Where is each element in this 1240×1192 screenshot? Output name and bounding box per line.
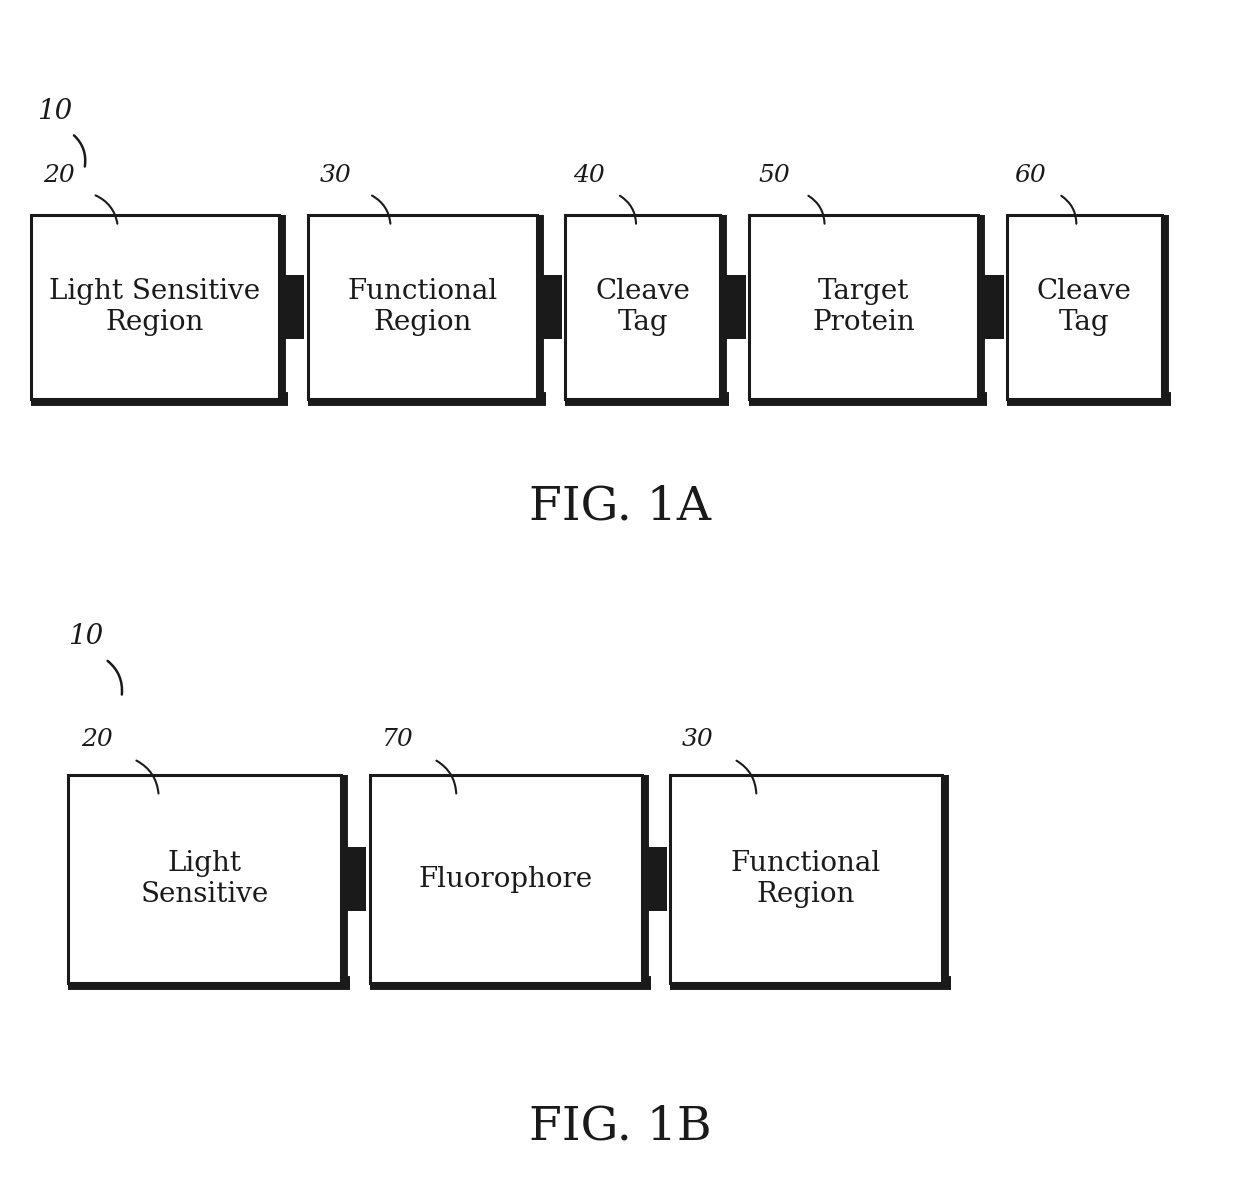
FancyArrowPatch shape — [108, 660, 122, 695]
Bar — [541, 275, 563, 340]
Bar — [370, 775, 642, 983]
Text: 40: 40 — [573, 164, 605, 187]
Bar — [308, 215, 537, 399]
Text: 50: 50 — [759, 164, 791, 187]
Bar — [749, 215, 978, 399]
Bar — [1007, 215, 1162, 399]
Bar — [281, 275, 304, 340]
Text: Light Sensitive
Region: Light Sensitive Region — [50, 278, 260, 336]
Text: Cleave
Tag: Cleave Tag — [1037, 278, 1132, 336]
Text: Light
Sensitive: Light Sensitive — [140, 850, 269, 908]
Text: 10: 10 — [37, 98, 72, 125]
Text: FIG. 1B: FIG. 1B — [528, 1104, 712, 1149]
Text: 30: 30 — [682, 728, 714, 751]
Bar — [724, 275, 746, 340]
Bar — [565, 215, 720, 399]
Text: FIG. 1A: FIG. 1A — [529, 484, 711, 529]
Text: Target
Protein: Target Protein — [812, 278, 915, 336]
Text: Functional
Region: Functional Region — [730, 850, 882, 908]
Bar — [343, 848, 367, 912]
Text: 30: 30 — [320, 164, 352, 187]
Text: Cleave
Tag: Cleave Tag — [595, 278, 691, 336]
FancyArrowPatch shape — [620, 195, 636, 224]
FancyArrowPatch shape — [808, 195, 825, 224]
Bar — [31, 215, 279, 399]
Text: 10: 10 — [68, 622, 103, 650]
Text: 60: 60 — [1014, 164, 1047, 187]
Text: 70: 70 — [382, 728, 414, 751]
FancyArrowPatch shape — [436, 760, 456, 794]
FancyArrowPatch shape — [372, 195, 391, 224]
FancyArrowPatch shape — [136, 760, 159, 794]
FancyArrowPatch shape — [74, 136, 86, 167]
Text: Functional
Region: Functional Region — [347, 278, 497, 336]
Bar — [982, 275, 1004, 340]
Text: 20: 20 — [43, 164, 76, 187]
Text: 20: 20 — [81, 728, 113, 751]
Bar — [670, 775, 942, 983]
FancyArrowPatch shape — [95, 195, 118, 224]
FancyArrowPatch shape — [737, 760, 756, 794]
FancyArrowPatch shape — [1061, 195, 1076, 224]
Bar — [645, 848, 667, 912]
Text: Fluorophore: Fluorophore — [419, 865, 593, 893]
Bar — [68, 775, 341, 983]
